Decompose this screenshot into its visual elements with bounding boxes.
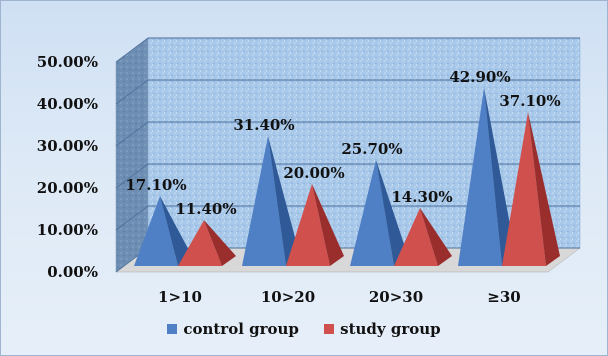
data-label: 14.30% xyxy=(391,188,452,206)
pyramid-control-side xyxy=(484,87,516,266)
pyramid-control-side xyxy=(160,196,192,266)
data-label: 37.10% xyxy=(499,92,560,110)
legend: control group study group xyxy=(0,320,608,338)
x-tick-label: 20>30 xyxy=(369,288,423,306)
pyramid-control-front xyxy=(350,160,394,266)
pyramid-control-front xyxy=(242,136,286,266)
pyramid-study-side xyxy=(528,112,560,267)
pyramid-study-front xyxy=(286,184,330,266)
data-label: 25.70% xyxy=(341,140,402,158)
pyramid-study-side xyxy=(204,220,236,266)
x-tick-label: 10>20 xyxy=(261,288,315,306)
gridline-side xyxy=(115,205,149,231)
y-tick-label: 50.00% xyxy=(37,53,98,71)
x-tick-label: 1>10 xyxy=(158,288,202,306)
y-tick-label: 0.00% xyxy=(47,263,98,281)
y-tick-label: 30.00% xyxy=(37,137,98,155)
pyramid-control-side xyxy=(268,136,300,266)
gridline-side xyxy=(115,121,149,147)
legend-swatch-study xyxy=(324,324,335,334)
data-label: 17.10% xyxy=(125,176,186,194)
x-tick-label: ≥30 xyxy=(487,288,520,306)
pyramid-control-front xyxy=(458,87,502,266)
legend-label-control: control group xyxy=(183,320,299,338)
data-label: 11.40% xyxy=(175,200,236,218)
gridline-side xyxy=(115,79,149,105)
y-axis: 0.00% 10.00% 20.00% 30.00% 40.00% 50.00% xyxy=(37,53,98,281)
pyramid-study-front xyxy=(178,220,222,266)
data-label: 42.90% xyxy=(449,68,510,86)
y-tick-label: 10.00% xyxy=(37,221,98,239)
data-labels: 17.10% 11.40% 31.40% 20.00% 25.70% 14.30% 42.9… xyxy=(125,68,560,218)
pyramids xyxy=(134,87,560,267)
pyramid-study-front xyxy=(394,207,438,266)
data-label: 31.40% xyxy=(233,116,294,134)
y-tick-label: 20.00% xyxy=(37,179,98,197)
x-axis: 1>10 10>20 20>30 ≥30 xyxy=(158,288,521,306)
pyramid-study-side xyxy=(420,207,452,266)
y-tick-label: 40.00% xyxy=(37,95,98,113)
gridline-side xyxy=(115,37,149,63)
pyramid-control-side xyxy=(376,160,408,266)
legend-label-study: study group xyxy=(340,320,441,338)
pyramid-study-side xyxy=(312,184,344,266)
pyramid-study-front xyxy=(502,112,546,267)
legend-item-control: control group xyxy=(167,320,299,338)
side-wall xyxy=(115,37,149,273)
legend-item-study: study group xyxy=(324,320,441,338)
legend-swatch-control xyxy=(167,324,178,334)
data-label: 20.00% xyxy=(283,164,344,182)
gridline-side xyxy=(115,163,149,189)
pyramid-control-front xyxy=(134,196,178,266)
